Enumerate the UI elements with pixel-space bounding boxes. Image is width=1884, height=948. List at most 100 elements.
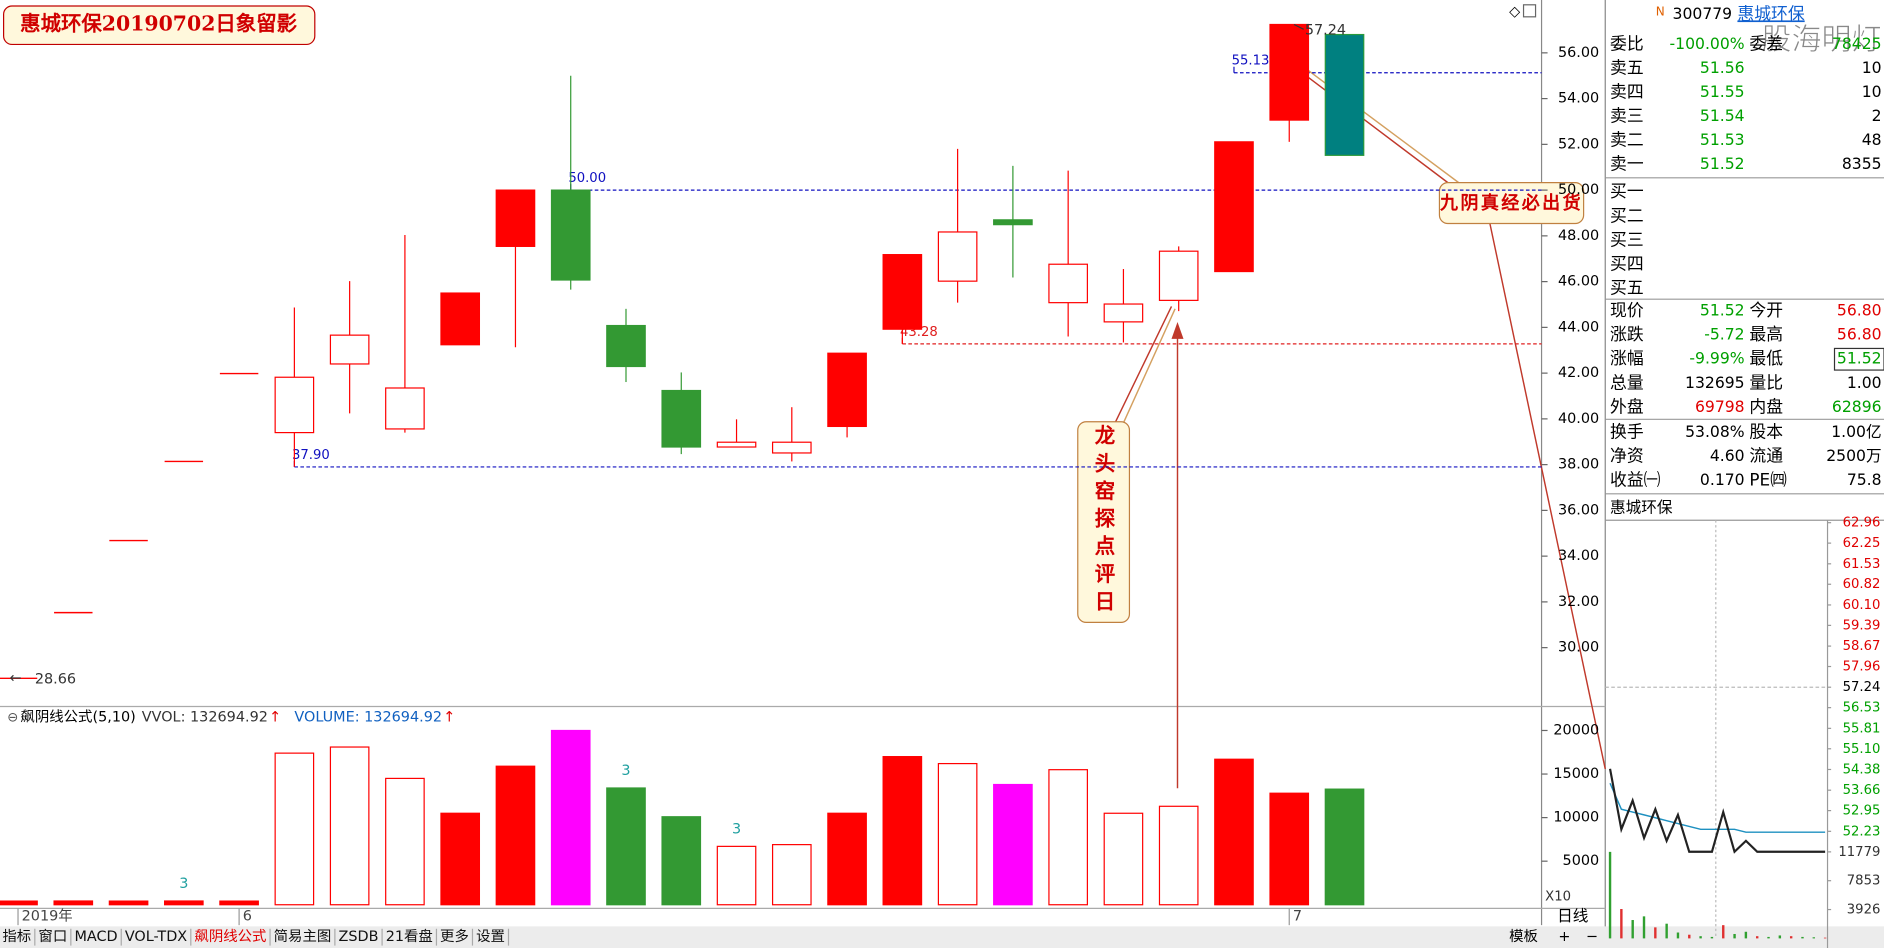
indicator-value: VOLUME: 132694.92	[294, 709, 442, 725]
candle-body	[1158, 250, 1199, 301]
candle-body	[661, 389, 702, 448]
quote-cell: 今开	[1749, 300, 1783, 320]
indicator-icon: ⊖	[7, 710, 18, 725]
volume-bar	[993, 783, 1033, 906]
y-tick-label: 40.00	[1558, 411, 1599, 427]
value-box	[1833, 347, 1884, 371]
intraday-volume	[1812, 937, 1816, 939]
ask-qty: 10	[1862, 59, 1882, 77]
intraday-volume	[1733, 933, 1736, 939]
quote-cell: 69798	[1695, 398, 1745, 416]
candle-body	[385, 387, 425, 430]
high-label: 57.24	[1305, 22, 1346, 38]
indicator-value: VVOL: 132694.92	[142, 709, 268, 725]
ask-price: 51.56	[1700, 59, 1745, 77]
bid-label: 买四	[1610, 253, 1644, 273]
intraday-volume	[1642, 916, 1646, 939]
quote-cell: 56.80	[1837, 302, 1882, 320]
tab-right[interactable]: 模板	[1509, 927, 1538, 945]
y-tick-label: 56.53	[1843, 701, 1881, 716]
y-tick-label: 42.00	[1558, 365, 1599, 381]
quote-cell: 收益㈠	[1610, 470, 1661, 490]
ask-qty: 8355	[1842, 155, 1882, 173]
ask-qty: 2	[1872, 107, 1882, 125]
volume-bar	[108, 900, 149, 906]
stock-name[interactable]: 惠城环保	[1737, 3, 1804, 23]
quote-cell: 0.170	[1700, 471, 1745, 489]
tab[interactable]: ZSDB	[338, 929, 378, 945]
quote-cell: 流通	[1749, 446, 1783, 466]
reference-label: 50.00	[568, 171, 606, 186]
tab[interactable]: 设置	[476, 928, 505, 945]
ask-price: 51.52	[1700, 155, 1745, 173]
candle-body	[440, 292, 481, 346]
x-tick-label: 6	[243, 909, 252, 925]
tab[interactable]: 指标	[2, 928, 31, 945]
candle-body	[550, 189, 591, 281]
volume-bar	[606, 787, 646, 906]
tab[interactable]: 21看盘	[386, 927, 433, 945]
tab[interactable]: MACD	[74, 929, 117, 945]
quote-cell: 外盘	[1610, 396, 1644, 416]
quote-cell: 1.00	[1847, 374, 1882, 392]
bid-label: 买五	[1610, 277, 1644, 297]
callout-box	[1077, 421, 1131, 623]
volume-bar	[1158, 805, 1199, 906]
tab[interactable]: 更多	[440, 928, 469, 945]
quote-cell: 62896	[1832, 398, 1882, 416]
x-tick-label: 2019年	[22, 908, 73, 925]
volume-bar	[0, 900, 38, 906]
quote-cell: -9.99%	[1689, 350, 1744, 368]
tab[interactable]: VOL-TDX	[125, 929, 187, 945]
y-tick-label: 30.00	[1558, 640, 1599, 656]
candle-body	[1269, 23, 1310, 121]
y-tick-label: 56.00	[1558, 45, 1599, 61]
candle-body	[716, 441, 757, 448]
quote-cell: -100.00%	[1670, 35, 1745, 53]
low-label: 28.66	[35, 671, 76, 687]
high-marker	[1293, 23, 1304, 30]
intraday-volume	[1722, 925, 1725, 939]
quote-cell: 涨幅	[1610, 348, 1644, 368]
chart-title: 惠城环保20190702日象留影	[20, 12, 297, 36]
y-tick-label: 60.82	[1843, 577, 1881, 592]
quote-cell: 56.80	[1837, 326, 1882, 344]
callout-text: 九阴真经必出货	[1439, 192, 1583, 214]
period-label[interactable]: 日线	[1557, 907, 1589, 925]
y-tick-label: 55.81	[1843, 721, 1881, 736]
tab-right[interactable]: +	[1558, 929, 1570, 945]
low-arrow: ←	[10, 670, 22, 686]
y-tick-label: 55.10	[1843, 742, 1881, 757]
quote-cell: -5.72	[1704, 326, 1744, 344]
callout-text: 龙头窑探点评日	[1091, 424, 1115, 618]
ask-price: 51.55	[1700, 83, 1745, 101]
quote-cell: 委差	[1749, 33, 1783, 53]
intraday-volume	[1789, 936, 1793, 939]
icon-diamond[interactable]: ◇	[1509, 4, 1521, 20]
quote-cell: 51.52	[1837, 350, 1882, 368]
y-tick-label: 46.00	[1558, 274, 1599, 290]
volume-bar	[1269, 792, 1310, 906]
y-tick-label: 52.23	[1843, 824, 1881, 839]
y-tick-label: 20000	[1553, 722, 1599, 738]
quote-cell: 2500万	[1826, 447, 1881, 465]
tab[interactable]: 简易主图	[274, 928, 332, 945]
x-tick-label: 7	[1293, 909, 1302, 925]
y-tick-label: 57.24	[1843, 680, 1881, 695]
tab-right[interactable]: −	[1586, 929, 1598, 945]
volume-bar	[274, 752, 315, 906]
volume-bar	[495, 765, 536, 906]
candle-body	[329, 334, 370, 365]
candle-body	[771, 441, 812, 454]
tab[interactable]: 飙阴线公式	[194, 928, 266, 945]
volume-bar	[219, 900, 259, 906]
intraday-volume	[1710, 936, 1714, 939]
quote-cell: 量比	[1749, 372, 1783, 392]
tab[interactable]: 窗口	[38, 927, 67, 945]
callout-box	[1438, 182, 1585, 225]
y-tick-label: 50.00	[1558, 182, 1599, 198]
volume-note: 3	[179, 876, 188, 892]
tab-bar	[0, 926, 1884, 948]
icon-window[interactable]	[1522, 4, 1537, 18]
